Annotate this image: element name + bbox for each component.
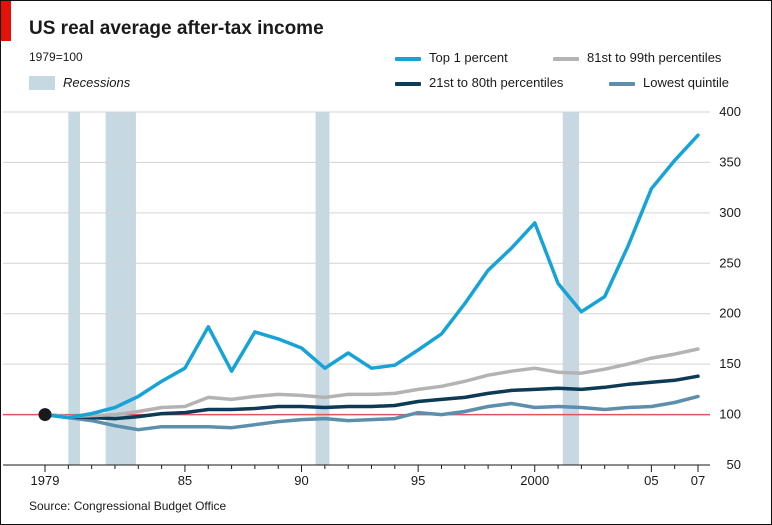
y-tick-label-300: 300: [719, 205, 741, 220]
legend-label-lowest: Lowest quintile: [643, 75, 729, 90]
x-tick-label-05: 05: [644, 473, 658, 488]
recession-bands: [68, 112, 580, 465]
x-tick-label-2000: 2000: [520, 473, 549, 488]
x-tick-label-07: 07: [691, 473, 705, 488]
legend-label-21-80: 21st to 80th percentiles: [429, 75, 564, 90]
start-marker: [38, 408, 52, 422]
x-tick-label-95: 95: [411, 473, 425, 488]
source-note: Source: Congressional Budget Office: [29, 499, 227, 513]
legend-recession-label: Recessions: [63, 75, 131, 90]
legend-label-81-99: 81st to 99th percentiles: [587, 50, 722, 65]
y-tick-label-150: 150: [719, 356, 741, 371]
series-line-1: [43, 347, 700, 419]
y-tick-label-400: 400: [719, 104, 741, 119]
series-line-2: [43, 374, 700, 421]
x-tick-label-1979: 1979: [31, 473, 60, 488]
y-tick-label-350: 350: [719, 154, 741, 169]
series-line-0: [43, 133, 700, 420]
x-tick-label-85: 85: [178, 473, 192, 488]
y-tick-label-100: 100: [719, 407, 741, 422]
brand-tag: [1, 1, 11, 41]
tick-labels: 50 100 150 200 250 300 350 400 1979 85 90 95 2000 05 0…: [31, 104, 741, 488]
series-line-3: [43, 394, 700, 432]
legend-label-top1: Top 1 percent: [429, 50, 508, 65]
legend-swatch-21-80: [395, 82, 421, 86]
legend-recession-swatch: [29, 76, 55, 90]
chart-title: US real average after-tax income: [29, 18, 324, 39]
y-tick-label-50: 50: [727, 457, 741, 472]
x-tick-label-90: 90: [294, 473, 308, 488]
y-tick-label-200: 200: [719, 306, 741, 321]
legend-swatch-lowest: [609, 82, 635, 86]
recession-band-0: [68, 112, 80, 465]
legend-swatch-top1: [395, 57, 421, 61]
series-lines: [38, 133, 700, 432]
legend-swatch-81-99: [553, 57, 579, 61]
chart-subtitle: 1979=100: [29, 50, 83, 64]
y-tick-label-250: 250: [719, 255, 741, 270]
recession-band-3: [562, 112, 580, 465]
recession-band-2: [315, 112, 330, 465]
